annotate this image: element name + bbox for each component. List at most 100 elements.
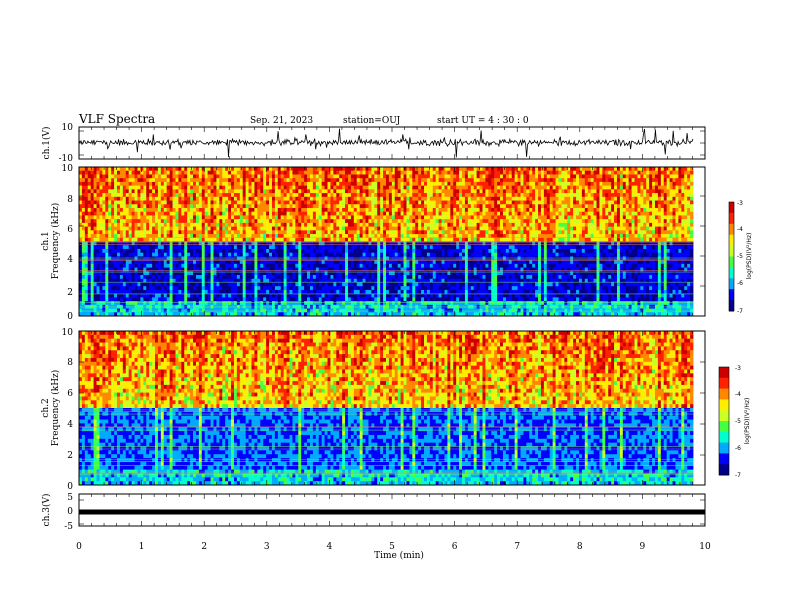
spectrogram-cell — [108, 289, 112, 295]
spectrogram-cell — [409, 301, 413, 306]
spectrogram-cell — [201, 278, 206, 283]
spectrogram-cell — [289, 286, 293, 291]
spectrogram-cell — [304, 275, 308, 280]
spectrogram-cell — [257, 248, 261, 254]
spectrogram-cell — [274, 308, 279, 313]
spectrogram-cell — [187, 237, 191, 242]
spectrogram-cell — [280, 297, 285, 302]
spectrogram-cell — [298, 207, 302, 213]
spectrogram-cell — [406, 178, 410, 183]
spectrogram-cell — [204, 256, 209, 261]
spectrogram-cell — [421, 248, 425, 254]
spectrogram-cell — [102, 308, 106, 313]
spectrogram-cell — [295, 289, 299, 295]
spectrogram-cell — [271, 256, 276, 261]
spectrogram-cell — [424, 252, 428, 257]
spectrogram-cell — [163, 196, 168, 201]
spectrogram-cell — [140, 167, 144, 172]
spectrogram-cell — [271, 286, 276, 291]
spectrogram-cell — [426, 226, 431, 231]
spectrogram-cell — [81, 193, 86, 198]
spectrogram-cell — [184, 263, 188, 268]
spectrogram-cell — [391, 207, 396, 213]
spectrogram-cell — [283, 286, 287, 291]
spectrogram-cell — [371, 193, 375, 198]
spectrogram-cell — [119, 275, 124, 280]
spectrogram-cell — [263, 207, 267, 213]
spectrogram-cell — [102, 275, 106, 280]
spectrogram-cell — [356, 185, 361, 190]
spectrogram-cell — [432, 174, 437, 179]
spectrogram-cell — [394, 204, 399, 209]
spectrogram-cell — [286, 248, 290, 254]
spectrogram-cell — [193, 278, 197, 283]
spectrogram-cell — [157, 282, 162, 287]
spectrogram-cell — [432, 237, 437, 242]
spectrogram-cell — [432, 241, 437, 246]
spectrogram-cell — [198, 293, 203, 298]
spectrogram-cell — [108, 178, 112, 183]
spectrogram-cell — [236, 260, 241, 265]
spectrogram-cell — [283, 207, 287, 213]
spectrogram-cell — [394, 200, 399, 205]
spectrogram-cell — [105, 234, 109, 239]
spectrogram-cell — [248, 256, 252, 261]
spectrogram-cell — [429, 256, 434, 261]
spectrogram-cell — [333, 263, 337, 268]
spectrogram-cell — [239, 219, 244, 224]
spectrogram-cell — [166, 207, 171, 213]
spectrogram-cell — [269, 237, 273, 242]
spectrogram-cell — [184, 170, 188, 175]
spectrogram-cell — [391, 260, 396, 265]
spectrogram-cell — [283, 260, 287, 265]
spectrogram-cell — [111, 193, 115, 198]
spectrogram-cell — [257, 289, 261, 295]
spectrogram-cell — [207, 193, 211, 198]
spectrogram-cell — [225, 196, 229, 201]
spectrogram-cell — [374, 185, 378, 190]
spectrogram-cell — [426, 234, 431, 239]
spectrogram-cell — [356, 237, 361, 242]
spectrogram-cell — [125, 178, 130, 183]
spectrogram-cell — [429, 275, 434, 280]
spectrogram-cell — [412, 219, 416, 224]
spectrogram-cell — [222, 260, 226, 265]
spectrogram-cell — [108, 170, 112, 175]
spectrogram-cell — [269, 178, 273, 183]
spectrogram-cell — [122, 271, 127, 276]
spectrogram-cell — [421, 178, 425, 183]
spectrogram-cell — [128, 234, 133, 239]
spectrogram-cell — [345, 178, 349, 183]
spectrogram-cell — [386, 207, 390, 213]
spectrogram-cell — [307, 260, 311, 265]
spectrogram-cell — [213, 226, 217, 231]
spectrogram-cell — [90, 204, 95, 209]
spectrogram-cell — [128, 245, 133, 250]
spectrogram-cell — [239, 278, 244, 283]
spectrogram-cell — [274, 200, 279, 205]
spectrogram-cell — [353, 234, 358, 239]
spectrogram-cell — [105, 256, 109, 261]
spectrogram-cell — [181, 174, 185, 179]
spectrogram-cell — [163, 230, 168, 235]
spectrogram-cell — [233, 241, 238, 246]
spectrogram-cell — [304, 219, 308, 224]
spectrogram-cell — [365, 215, 369, 220]
spectrogram-cell — [394, 181, 399, 187]
spectrogram-cell — [216, 245, 220, 250]
spectrogram-cell — [228, 245, 232, 250]
spectrogram-cell — [266, 308, 270, 313]
spectrogram-cell — [172, 267, 176, 272]
spectrogram-cell — [242, 215, 247, 220]
spectrogram-cell — [128, 185, 133, 190]
spectrogram-cell — [295, 226, 299, 231]
spectrogram-cell — [143, 211, 147, 216]
spectrogram-cell — [388, 260, 393, 265]
spectrogram-cell — [184, 289, 188, 295]
spectrogram-cell — [222, 308, 226, 313]
spectrogram-cell — [157, 167, 162, 172]
spectrogram-cell — [336, 207, 340, 213]
spectrogram-cell — [426, 215, 431, 220]
spectrogram-cell — [324, 248, 328, 254]
spectrogram-cell — [228, 308, 232, 313]
